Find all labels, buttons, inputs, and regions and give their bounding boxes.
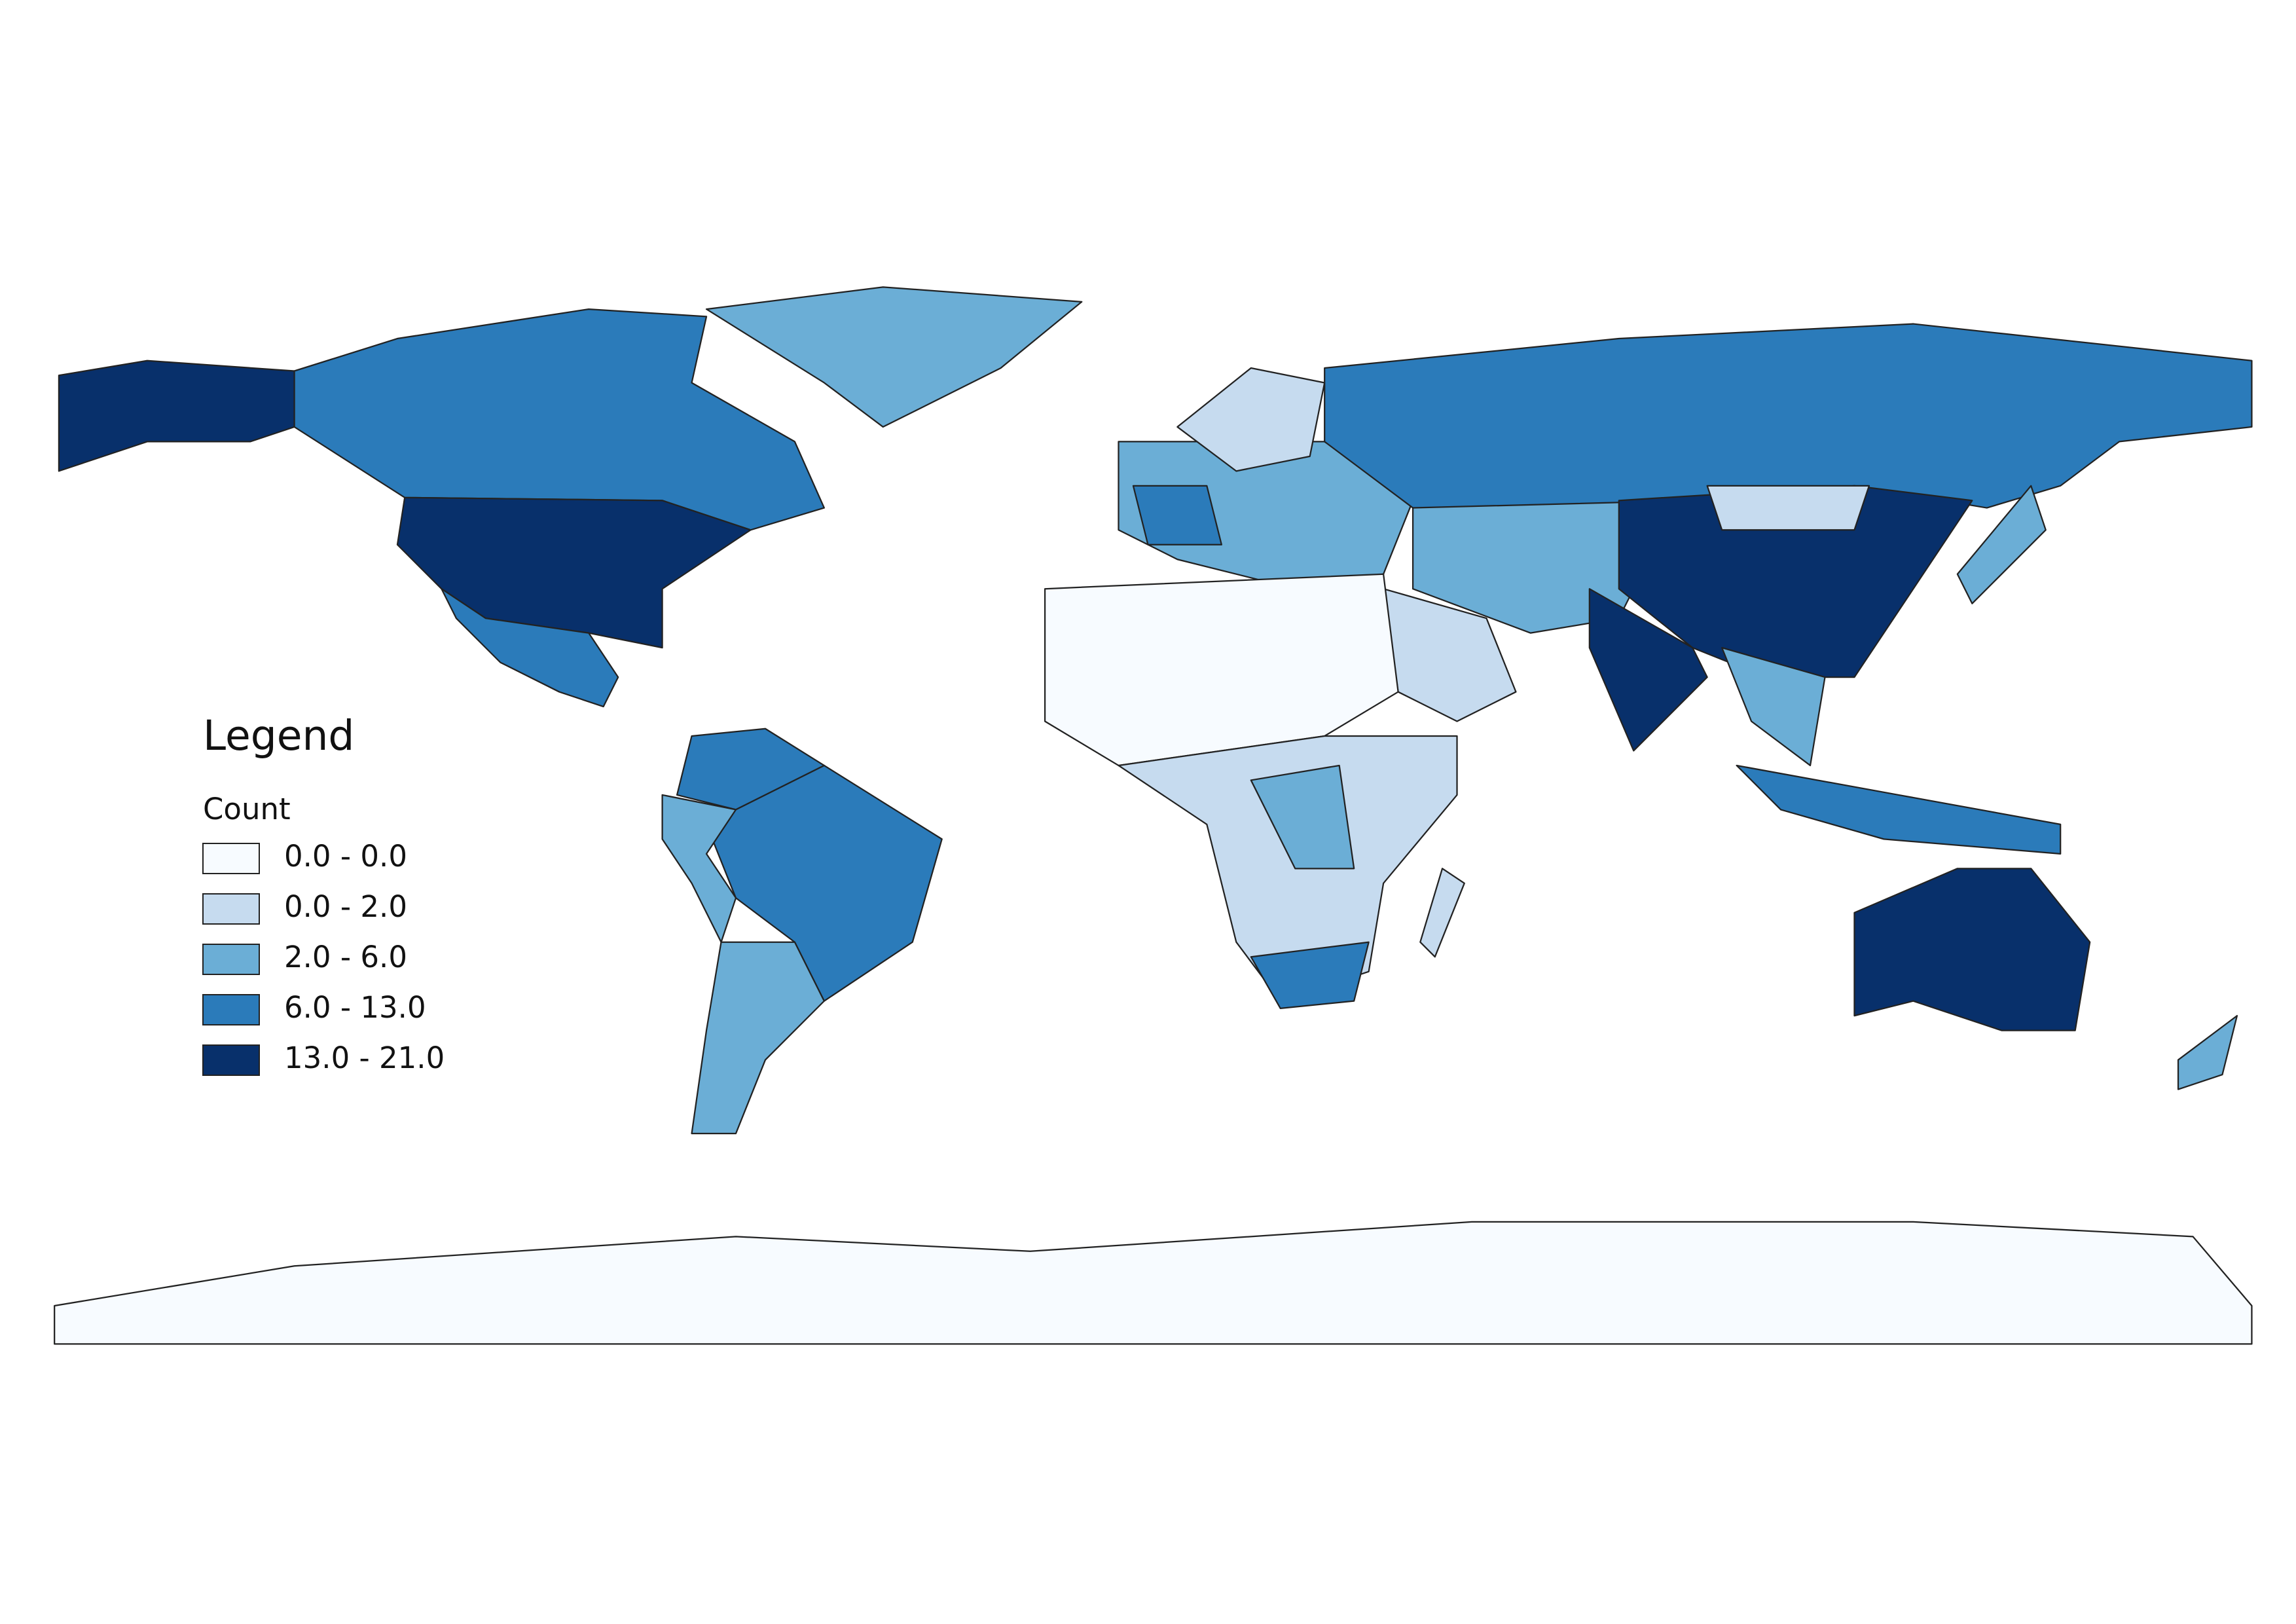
legend-swatch [202, 1044, 260, 1076]
legend-title: Legend [203, 712, 354, 760]
legend-label: 0.0 - 0.0 [284, 839, 407, 874]
legend-subtitle: Count [203, 792, 291, 826]
central-africa [1118, 735, 1458, 1002]
madagascar [1419, 868, 1465, 958]
antarctica [54, 1221, 2253, 1345]
legend: Legend Count 0.0 - 0.0 0.0 - 2.0 2.0 - 6.0… [202, 712, 445, 1076]
legend-swatch [202, 994, 260, 1025]
mongolia [1706, 485, 1870, 531]
alaska [58, 360, 295, 472]
brazil [705, 764, 943, 1002]
legend-label: 2.0 - 6.0 [284, 940, 407, 974]
legend-label: 13.0 - 21.0 [284, 1041, 445, 1075]
south-africa [1250, 941, 1370, 1010]
usa [396, 496, 752, 649]
argentina [691, 941, 826, 1135]
indonesia [1736, 764, 2062, 855]
canada [293, 308, 826, 531]
southeast-asia [1721, 646, 1826, 767]
mexico [441, 588, 619, 708]
scandinavia [1176, 367, 1326, 472]
legend-swatch [202, 893, 260, 925]
legend-swatch [202, 843, 260, 874]
australia [1853, 868, 2091, 1031]
france [1132, 485, 1222, 545]
legend-swatch [202, 944, 260, 975]
legend-label: 0.0 - 2.0 [284, 889, 407, 924]
new-zealand [2177, 1014, 2238, 1090]
india [1588, 588, 1708, 752]
japan [1956, 485, 2047, 604]
world-map [54, 286, 2253, 1345]
andes [661, 794, 737, 943]
legend-label: 6.0 - 13.0 [284, 990, 426, 1025]
greenland [705, 286, 1083, 428]
china [1618, 485, 1973, 678]
congo [1250, 764, 1355, 870]
